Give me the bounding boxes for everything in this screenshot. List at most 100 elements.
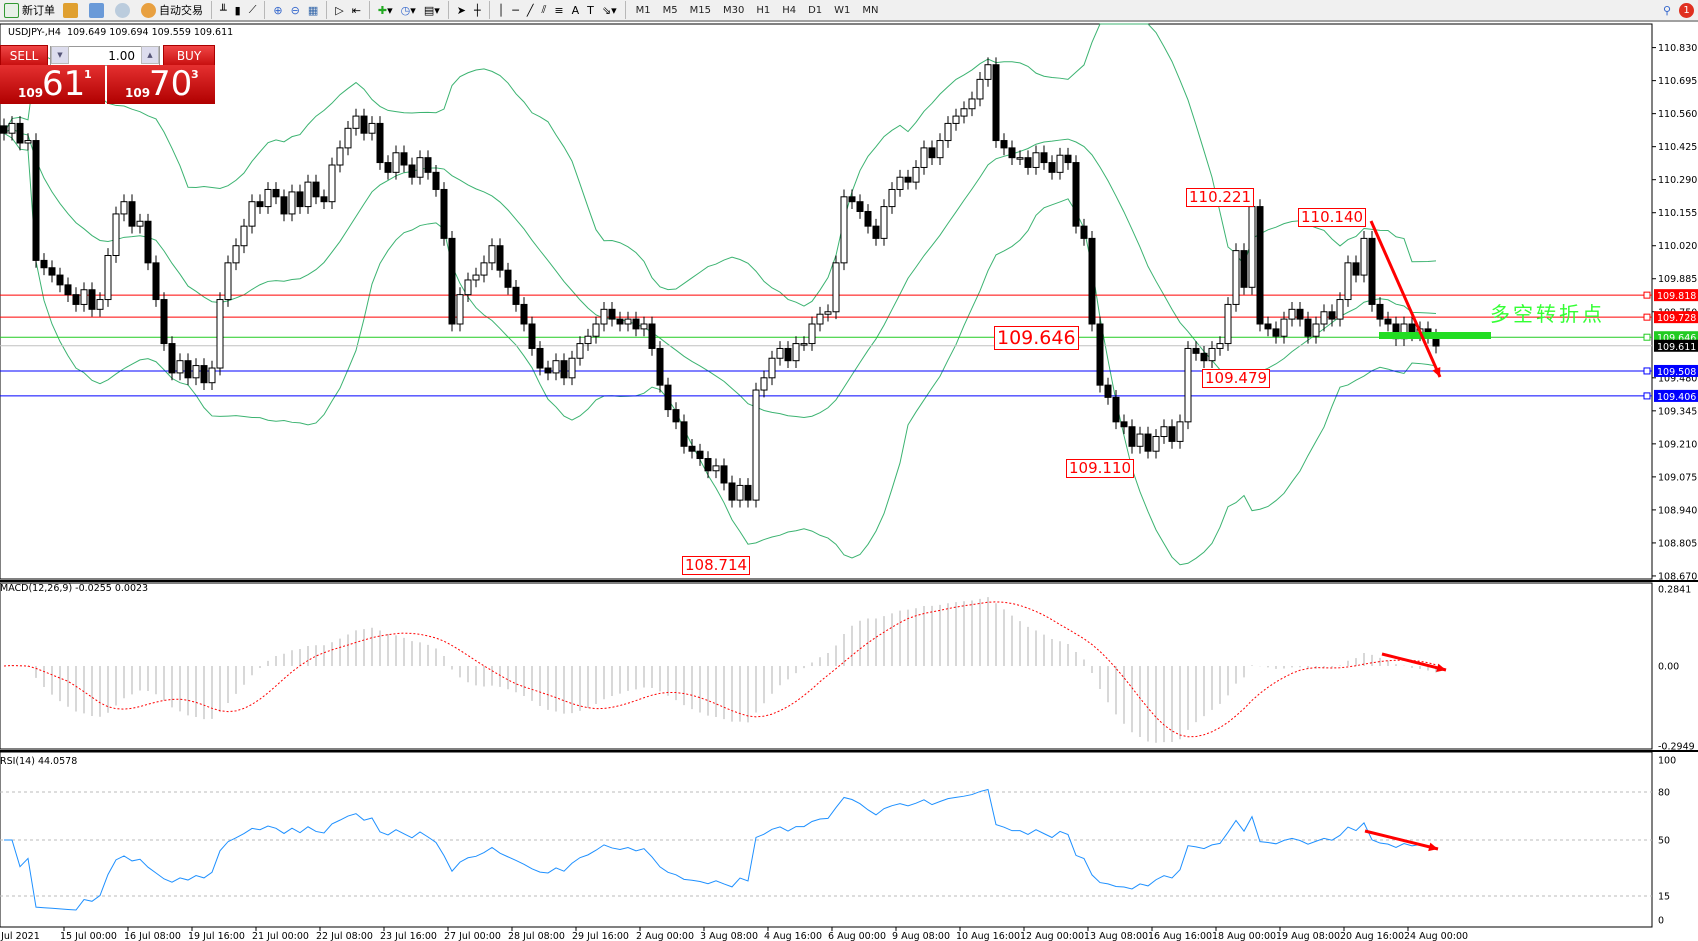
- candle: [1008, 140, 1016, 166]
- timeframe-h4[interactable]: H4: [782, 4, 797, 16]
- timeframe-m5[interactable]: M5: [662, 4, 678, 16]
- candle-body: [360, 115, 368, 134]
- line-handle: [1643, 291, 1651, 299]
- candle: [896, 169, 904, 197]
- candle-body: [1040, 152, 1048, 164]
- annotation-pivot-price[interactable]: 109.646: [994, 326, 1079, 350]
- zoom-in-button[interactable]: ⊕: [269, 0, 286, 20]
- vertical-line-button[interactable]: │: [497, 3, 505, 17]
- auto-trading-button[interactable]: 自动交易: [137, 0, 207, 20]
- candle: [464, 272, 472, 302]
- text-label-button[interactable]: T: [587, 3, 594, 17]
- candle-body: [48, 267, 56, 276]
- timeframe-m1[interactable]: M1: [635, 4, 651, 16]
- horizontal-line-button[interactable]: ─: [512, 3, 519, 17]
- candle: [544, 360, 552, 381]
- bar-chart-button[interactable]: ╨: [220, 3, 227, 17]
- candle-body: [80, 289, 88, 305]
- terminal-button[interactable]: [85, 0, 111, 20]
- candle: [392, 145, 400, 180]
- annotation-low[interactable]: 109.479: [1202, 369, 1271, 388]
- time-label: 3 Aug 08:00: [700, 931, 758, 941]
- candle: [528, 316, 536, 356]
- equidistant-channel-button[interactable]: ⫽: [541, 3, 547, 16]
- notifications-button[interactable]: 1: [1675, 0, 1698, 20]
- candle-body: [968, 98, 976, 110]
- candle: [232, 238, 240, 271]
- autoscroll-button[interactable]: ▷: [335, 3, 344, 17]
- time-label: 23 Jul 16:00: [380, 931, 437, 941]
- candle-body: [816, 313, 824, 325]
- candle-body: [584, 335, 592, 345]
- price-tick-label: 109.480: [1658, 373, 1697, 384]
- new-order-button[interactable]: 新订单: [0, 0, 59, 20]
- signals-button[interactable]: [111, 0, 137, 20]
- candle-body: [912, 166, 920, 183]
- lot-increase-button[interactable]: ▲: [141, 46, 159, 64]
- price-tick-label: 110.020: [1658, 241, 1697, 252]
- annotation-low-2[interactable]: 109.110: [1066, 459, 1135, 478]
- buy-price-fraction: 3: [191, 68, 199, 81]
- candle: [1384, 311, 1392, 332]
- text-button[interactable]: A: [571, 3, 580, 17]
- annotation-high[interactable]: 110.221: [1186, 188, 1255, 207]
- chart-shift-button[interactable]: ⇤: [351, 3, 361, 17]
- timeframe-h1[interactable]: H1: [756, 4, 771, 16]
- annotation-low-3[interactable]: 108.714: [682, 556, 751, 575]
- arrows-button[interactable]: ⇘▾: [601, 3, 617, 17]
- indicators-button[interactable]: ✚ ▾: [377, 3, 393, 17]
- candle-body: [1072, 162, 1080, 227]
- buy-button[interactable]: BUY: [163, 45, 215, 66]
- candle-body: [1008, 147, 1016, 159]
- tile-windows-button[interactable]: ▦: [304, 0, 322, 20]
- timeframe-mn[interactable]: MN: [862, 4, 879, 16]
- candle: [304, 174, 312, 214]
- candle: [360, 108, 368, 141]
- candle-body: [976, 78, 984, 100]
- timeframe-m15[interactable]: M15: [689, 4, 711, 16]
- templates-button[interactable]: ▤ ▾: [423, 3, 440, 17]
- lot-decrease-button[interactable]: ▼: [51, 46, 69, 64]
- price-line-label: 109.646: [1657, 333, 1696, 344]
- line-handle: [1643, 313, 1651, 321]
- candle-body: [1016, 157, 1024, 160]
- price-line-label: 109.508: [1657, 367, 1696, 378]
- candle-chart-button[interactable]: ▮: [234, 3, 241, 17]
- annotation-high-2[interactable]: 110.140: [1298, 208, 1367, 227]
- timeframe-m30[interactable]: M30: [722, 4, 745, 16]
- candle-body: [1272, 328, 1280, 337]
- candle: [792, 336, 800, 369]
- candle: [1176, 414, 1184, 449]
- periods-button[interactable]: ◷ ▾: [400, 3, 416, 17]
- cursor-button[interactable]: ➤: [453, 0, 470, 20]
- buy-price[interactable]: 109 70 3: [107, 65, 215, 104]
- time-label: 9 Aug 08:00: [892, 931, 950, 941]
- pivot-text[interactable]: 多空转折点: [1490, 302, 1605, 326]
- sell-button[interactable]: SELL: [0, 45, 48, 66]
- lot-size-input[interactable]: 1.00: [50, 46, 160, 66]
- timeframe-d1[interactable]: D1: [808, 4, 823, 16]
- candle-body: [1136, 433, 1144, 447]
- sell-price[interactable]: 109 61 1: [0, 65, 105, 104]
- zoom-out-button[interactable]: ⊖: [287, 0, 304, 20]
- candle-body: [432, 171, 440, 190]
- timeframe-w1[interactable]: W1: [834, 4, 851, 16]
- candle: [768, 350, 776, 386]
- fibonacci-button[interactable]: ≡: [554, 3, 564, 17]
- metaeditor-button[interactable]: [59, 0, 85, 20]
- candle-body: [176, 360, 184, 374]
- crosshair-button[interactable]: ┼: [470, 0, 485, 20]
- candle: [8, 116, 16, 141]
- line-chart-button[interactable]: ⟋: [248, 3, 257, 16]
- search-button[interactable]: ⚲: [1659, 0, 1675, 20]
- trendline-button[interactable]: ╱: [526, 3, 534, 17]
- candle: [368, 116, 376, 141]
- candle: [832, 255, 840, 320]
- line-handle: [1643, 392, 1651, 400]
- candle: [16, 116, 24, 151]
- terminal-icon: [89, 2, 104, 18]
- candle: [808, 316, 816, 351]
- candle-body: [760, 377, 768, 391]
- separator: [447, 1, 449, 19]
